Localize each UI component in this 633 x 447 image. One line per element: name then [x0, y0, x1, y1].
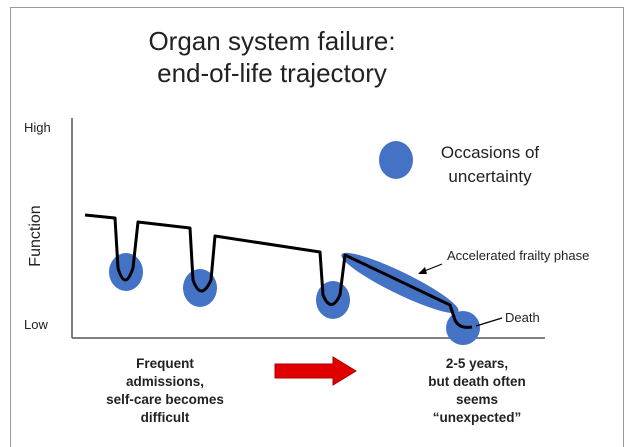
legend-marker [379, 141, 413, 179]
marker [109, 253, 143, 291]
annotation: Accelerated frailty phase [447, 248, 589, 263]
axis-high: High [24, 120, 51, 135]
footer-left: Frequent [136, 356, 194, 371]
legend-text: Occasions of [441, 143, 540, 162]
annotation: Death [505, 310, 540, 325]
annotation-line [475, 317, 503, 327]
footer-left: admissions, [126, 374, 204, 389]
footer-right: 2-5 years, [446, 356, 508, 371]
frailty-phase [341, 252, 459, 314]
frame [10, 7, 624, 447]
title-line: Organ system failure: [148, 26, 395, 56]
footer-left: self-care becomes [106, 392, 224, 407]
title-line: end-of-life trajectory [157, 58, 387, 88]
time-arrow [274, 356, 357, 386]
trajectory [84, 213, 473, 329]
legend-text: uncertainty [448, 167, 532, 186]
axis-low: Low [24, 317, 48, 332]
footer-right: “unexpected” [433, 410, 522, 425]
arrow-head [418, 267, 427, 274]
footer-right: but death often [428, 374, 526, 389]
uncertainty-markers [109, 141, 480, 345]
footer-left: difficult [141, 410, 190, 425]
axis-label: Function [27, 205, 44, 266]
footer-right: seems [456, 392, 498, 407]
